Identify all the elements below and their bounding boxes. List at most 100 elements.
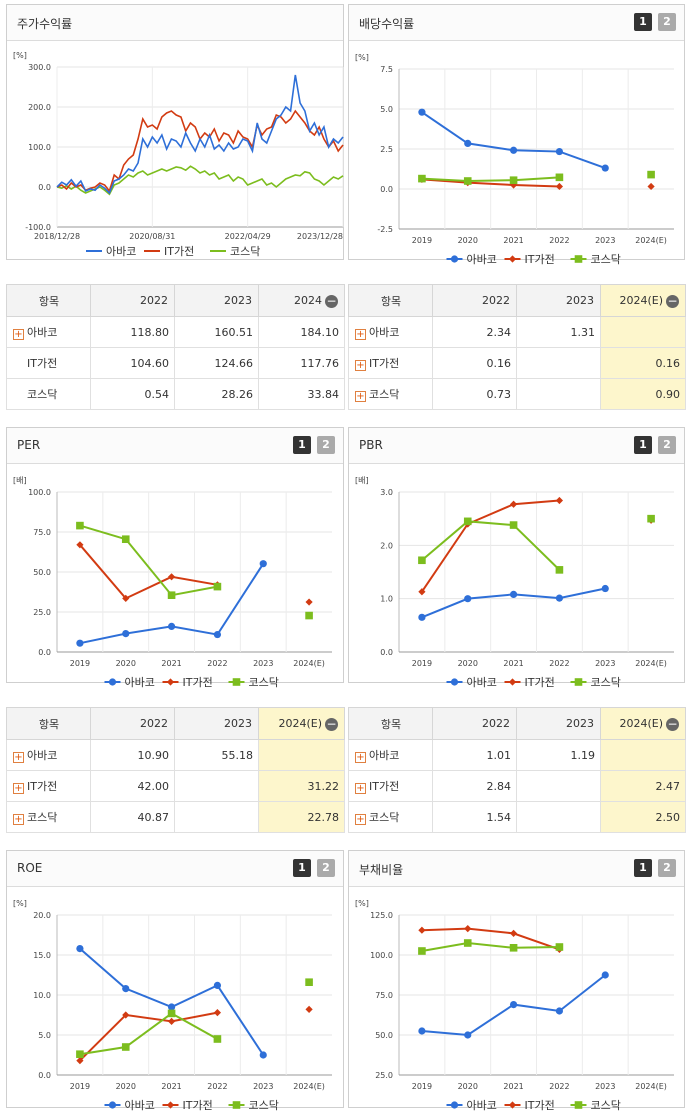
series-line-코스닥 <box>421 176 560 183</box>
tab-2[interactable]: 2 <box>658 13 676 31</box>
cell: 2.50 <box>600 801 686 833</box>
x-tick-label: 2022/04/29 <box>225 232 271 241</box>
plus-icon[interactable]: + <box>13 783 24 794</box>
data-point-아바코 <box>555 594 564 602</box>
axis-unit-label: [배] <box>355 476 369 485</box>
data-point-아바코 <box>509 146 518 154</box>
tab-1[interactable]: 1 <box>634 436 652 454</box>
data-point-아바코 <box>601 971 609 979</box>
cell: 104.60 <box>90 347 175 379</box>
legend-label-IT가전: IT가전 <box>183 1099 213 1112</box>
y-tick-label: 1.0 <box>380 595 393 604</box>
y-tick-label: 0.0 <box>380 185 393 194</box>
plus-icon[interactable]: + <box>13 752 24 763</box>
axis-unit-label: [%] <box>355 53 369 62</box>
tab-1[interactable]: 1 <box>634 13 652 31</box>
series-line-코스닥 <box>56 165 344 196</box>
legend-label-아바코: 아바코 <box>125 676 155 689</box>
y-tick-label: 75.0 <box>33 528 51 537</box>
tab-1[interactable]: 1 <box>293 859 311 877</box>
cell: 33.84 <box>258 378 345 410</box>
legend-label-코스닥: 코스닥 <box>230 245 260 258</box>
series-line-IT가전 <box>421 178 560 188</box>
cell: 184.10 <box>258 316 345 348</box>
y-tick-label: 7.5 <box>380 65 393 74</box>
plus-icon[interactable]: + <box>13 814 24 825</box>
plus-icon[interactable]: + <box>355 814 366 825</box>
panel-title: 부채비율 <box>359 863 404 877</box>
legend-marker <box>108 678 117 686</box>
x-tick-label: 2022 <box>549 236 569 245</box>
plus-icon[interactable]: + <box>13 329 24 340</box>
x-tick-label: 2024(E) <box>635 236 667 245</box>
legend-marker <box>508 678 517 686</box>
data-point-아바코 <box>601 164 609 172</box>
data-point-IT가전 <box>555 496 564 505</box>
y-tick-label: 10.0 <box>33 991 51 1000</box>
plus-icon[interactable]: + <box>355 391 366 402</box>
panel-title: ROE <box>17 861 43 875</box>
data-point-아바코 <box>122 985 130 993</box>
panel-title: PBR <box>359 438 383 452</box>
data-point-IT가전 <box>509 500 518 508</box>
header-year: 2023 <box>174 284 259 317</box>
cell <box>600 316 686 348</box>
minus-icon[interactable]: − <box>325 716 338 731</box>
legend-label-코스닥: 코스닥 <box>249 676 279 689</box>
series-line-아바코 <box>79 947 265 1056</box>
tab-2[interactable]: 2 <box>317 859 335 877</box>
series-line-IT가전 <box>56 109 344 193</box>
y-tick-label: 25.0 <box>33 608 51 617</box>
row-label-text: 아바코 <box>369 749 400 762</box>
data-point-코스닥 <box>418 174 426 183</box>
y-tick-label: 100.0 <box>28 488 51 497</box>
stock-return-panel: 주가수익률 [%] 300.0 200.0 100.0 0.0 -100.0 2018/12… <box>6 4 344 260</box>
row-label-text: IT가전 <box>27 780 58 793</box>
data-point-아바코 <box>259 1051 267 1059</box>
data-point-코스닥 <box>305 611 313 620</box>
row-label: 코스닥 <box>6 378 91 410</box>
data-point-코스닥 <box>509 521 518 529</box>
header-year: 2023 <box>516 284 601 317</box>
tab-2[interactable]: 2 <box>658 859 676 877</box>
minus-icon[interactable]: − <box>325 293 338 308</box>
tab-1[interactable]: 1 <box>634 859 652 877</box>
header-year: 2022 <box>90 284 175 317</box>
x-tick-label: 2024(E) <box>293 659 325 668</box>
data-point-코스닥 <box>167 1009 176 1018</box>
plus-icon[interactable]: + <box>355 783 366 794</box>
plus-icon[interactable]: + <box>355 329 366 340</box>
axis-unit-label: [%] <box>355 899 369 908</box>
x-tick-label: 2021 <box>503 1082 523 1091</box>
x-tick-label: 2018/12/28 <box>34 232 80 241</box>
legend-marker <box>508 255 517 263</box>
data-point-코스닥 <box>509 944 518 952</box>
cell <box>516 801 601 833</box>
y-tick-label: 50.0 <box>375 1031 393 1040</box>
data-point-아바코 <box>418 108 426 116</box>
x-tick-label: 2024(E) <box>293 1082 325 1091</box>
cell: 2.34 <box>432 316 517 348</box>
header-item: 항목 <box>6 284 91 317</box>
table-row: + 코스닥 40.87 22.78 <box>6 801 345 833</box>
minus-icon[interactable]: − <box>666 716 679 731</box>
cell <box>600 739 686 771</box>
minus-icon[interactable]: − <box>666 293 679 308</box>
tab-2[interactable]: 2 <box>317 436 335 454</box>
cell <box>516 770 601 802</box>
pbr-chart: [배] 3.0 2.0 1.0 0.0 2019 2020 2021 2022 2023 2024(… <box>355 476 674 689</box>
data-point-아바코 <box>555 147 564 156</box>
tab-1[interactable]: 1 <box>293 436 311 454</box>
y-tick-label: 20.0 <box>33 911 51 920</box>
x-tick-label: 2024(E) <box>635 659 667 668</box>
cell: 0.90 <box>600 378 686 410</box>
x-tick-label: 2022 <box>207 1082 227 1091</box>
data-point-아바코 <box>122 630 130 638</box>
tab-2[interactable]: 2 <box>658 436 676 454</box>
plus-icon[interactable]: + <box>355 360 366 371</box>
x-tick-label: 2022 <box>549 1082 569 1091</box>
x-tick-label: 2020 <box>458 659 478 668</box>
plus-icon[interactable]: + <box>355 752 366 763</box>
data-point-코스닥 <box>463 517 472 526</box>
data-point-아바코 <box>418 613 426 621</box>
